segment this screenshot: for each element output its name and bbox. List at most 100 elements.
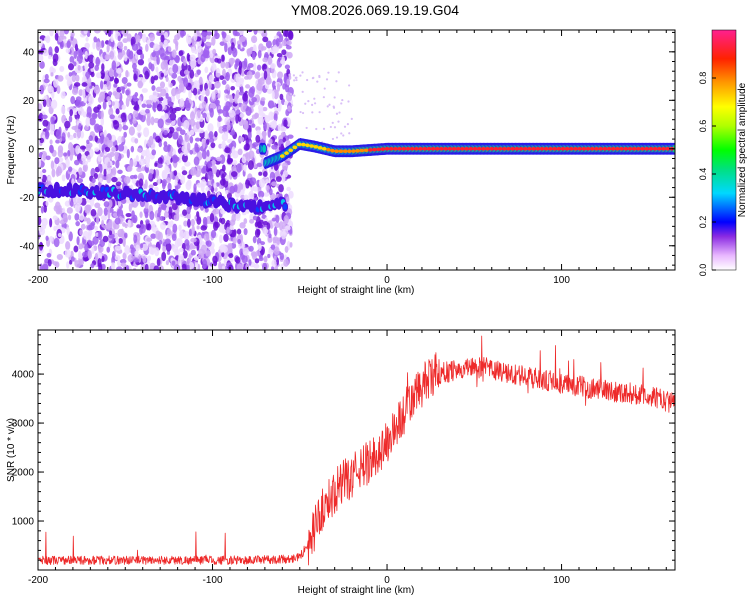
noise-speckle [188, 262, 195, 270]
ridge-peak [367, 148, 373, 152]
noise-speckle [66, 207, 73, 214]
noise-speckle [111, 256, 116, 265]
noise-speckle [136, 224, 141, 229]
ridge-peak [363, 148, 369, 153]
noise-speckle [107, 91, 113, 96]
noise-speckle [292, 74, 295, 77]
noise-speckle [133, 234, 138, 244]
noise-speckle [347, 100, 350, 103]
noise-speckle [340, 102, 343, 105]
noise-speckle [221, 54, 225, 62]
noise-speckle [103, 136, 110, 145]
noise-speckle [262, 36, 269, 43]
noise-speckle [183, 69, 190, 75]
noise-speckle [84, 42, 91, 49]
noise-speckle [60, 105, 66, 115]
noise-speckle [200, 53, 206, 63]
noise-speckle [115, 181, 122, 187]
noise-speckle [69, 55, 75, 64]
noise-speckle [90, 209, 97, 217]
noise-speckle [245, 106, 252, 116]
ridge-peak [426, 146, 432, 151]
noise-speckle [38, 53, 44, 63]
noise-speckle [310, 103, 314, 106]
noise-speckle [173, 214, 179, 222]
snr-ylabel: SNR (10 * v/v) [6, 418, 17, 482]
noise-speckle [146, 103, 153, 109]
ridge-peak [635, 146, 641, 151]
colorbar-tick-label: 0.4 [698, 168, 708, 181]
spectrogram-ytick-label: -20 [20, 193, 35, 204]
noise-speckle [248, 190, 255, 201]
ridge-peak [560, 146, 566, 151]
noise-speckle [117, 200, 122, 207]
noise-speckle [53, 78, 59, 88]
noise-speckle [262, 170, 268, 177]
colorbar-tick-label: 0.0 [698, 264, 708, 277]
noise-speckle [165, 177, 171, 184]
noise-speckle [186, 52, 190, 62]
noise-speckle [210, 160, 217, 165]
noise-speckle [75, 74, 80, 82]
noise-speckle [159, 240, 163, 245]
noise-speckle [256, 64, 262, 71]
noise-speckle [99, 136, 104, 145]
noise-speckle [136, 147, 143, 153]
noise-speckle [99, 152, 104, 158]
noise-speckle [196, 43, 202, 53]
noise-speckle [169, 170, 173, 180]
noise-speckle [196, 182, 203, 188]
ridge-peak [577, 146, 583, 151]
noise-speckle [82, 251, 88, 258]
noise-speckle [76, 177, 84, 184]
noise-speckle [187, 64, 191, 72]
noise-speckle [99, 80, 104, 90]
noise-speckle [282, 225, 286, 230]
noise-speckle [45, 98, 52, 108]
noise-speckle [93, 36, 98, 43]
noise-speckle [225, 61, 230, 69]
noise-speckle [262, 106, 268, 112]
noise-speckle [53, 225, 57, 232]
noise-speckle [234, 58, 241, 66]
noise-speckle [266, 222, 271, 230]
noise-speckle [75, 145, 81, 155]
noise-speckle [196, 216, 202, 225]
noise-speckle [311, 111, 314, 114]
ridge-peak [409, 146, 415, 151]
noise-speckle [243, 163, 247, 172]
noise-speckle [158, 96, 164, 102]
noise-speckle [228, 253, 234, 259]
noise-speckle [158, 93, 162, 98]
noise-speckle [268, 233, 272, 239]
ridge-peak [418, 146, 423, 151]
noise-speckle [221, 79, 227, 85]
ridge-peak [606, 146, 612, 151]
noise-speckle [257, 243, 262, 252]
noise-speckle [79, 229, 83, 236]
spectrogram-ridge-layer [38, 138, 675, 215]
noise-speckle [164, 164, 169, 174]
noise-speckle [291, 104, 294, 107]
noise-speckle [115, 237, 119, 245]
noise-speckle [108, 233, 115, 239]
noise-speckle [94, 123, 101, 133]
noise-speckle [139, 211, 143, 219]
noise-speckle [127, 114, 132, 120]
ridge-peak [627, 146, 633, 151]
noise-speckle [246, 70, 253, 80]
ridge-peak [489, 146, 495, 151]
noise-speckle [183, 119, 190, 130]
noise-speckle [228, 109, 236, 118]
noise-speckle [221, 251, 225, 258]
ridge-peak [321, 146, 327, 151]
ridge-peak [589, 146, 595, 151]
noise-speckle [252, 186, 259, 192]
noise-speckle [288, 190, 294, 199]
noise-speckle [348, 84, 351, 87]
ridge-peak [631, 146, 637, 151]
noise-speckle [165, 64, 169, 72]
noise-speckle [74, 202, 81, 213]
noise-speckle [51, 67, 56, 74]
